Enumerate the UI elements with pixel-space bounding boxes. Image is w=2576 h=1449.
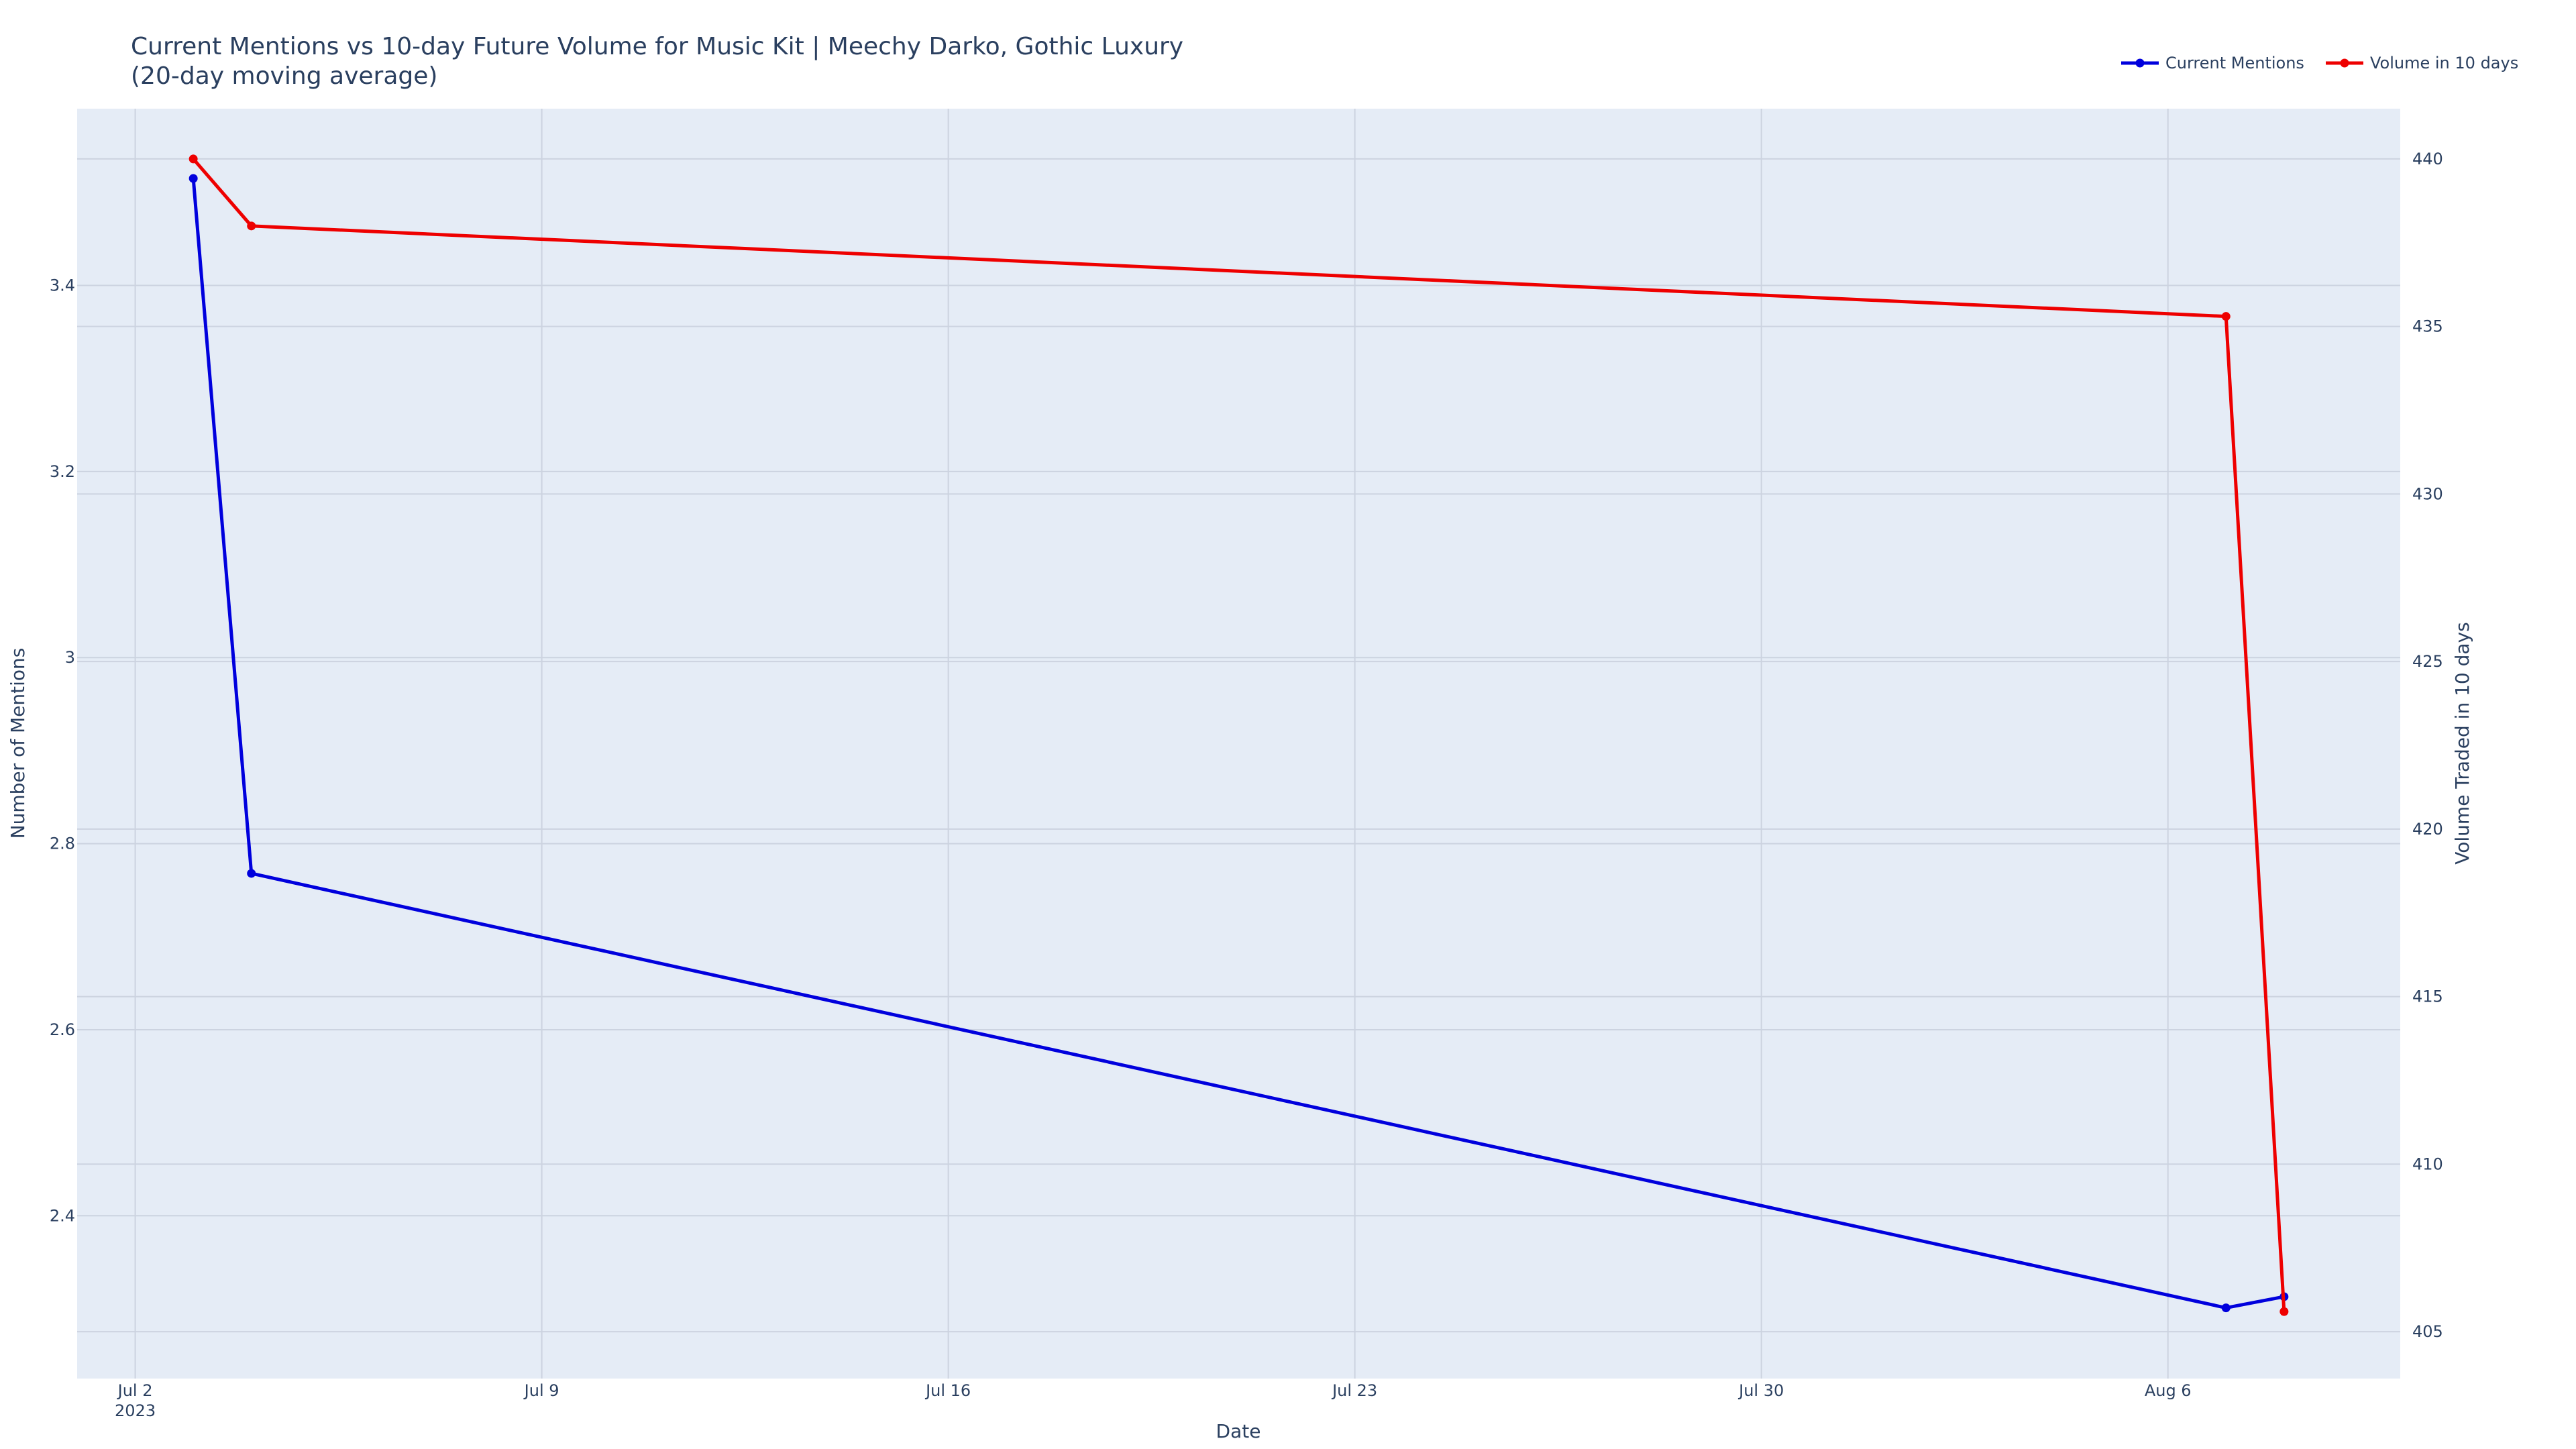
legend-label-volume-in-10-days: Volume in 10 days (2370, 54, 2518, 72)
y-right-tick-label: 430 (2412, 484, 2443, 503)
y-axis-left: 2.4 2.6 2.8 3 3.2 3.4 (50, 276, 75, 1225)
x-tick-label: Jul 23 (1331, 1381, 1377, 1400)
data-point-volume-in-10-days (2279, 1307, 2289, 1316)
y-left-tick-label: 2.8 (50, 835, 75, 853)
y-left-tick-label: 3.2 (50, 462, 75, 481)
y-left-tick-label: 3.4 (50, 276, 75, 294)
legend-marker-current-mentions (2135, 58, 2145, 68)
legend-marker-volume-in-10-days (2340, 58, 2349, 68)
plot-area (77, 109, 2400, 1379)
data-point-current-mentions (247, 869, 256, 878)
series-line-current-mentions (191, 178, 2285, 1310)
y-axis-right-title: Volume Traded in 10 days (2451, 622, 2473, 864)
chart-title-line1: Current Mentions vs 10-day Future Volume… (131, 33, 1183, 60)
series-layer (189, 154, 2289, 1316)
x-tick-year-label: 2023 (115, 1401, 156, 1420)
chart-title-line2: (20-day moving average) (131, 62, 437, 90)
y-right-tick-label: 415 (2412, 987, 2443, 1006)
grid (77, 109, 2400, 1379)
legend-label-current-mentions: Current Mentions (2165, 54, 2304, 72)
x-tick-label: Jul 30 (1737, 1381, 1784, 1400)
data-point-volume-in-10-days (189, 154, 198, 164)
data-point-current-mentions (189, 174, 198, 183)
y-left-tick-label: 3 (65, 648, 75, 667)
x-tick-label: Jul 2 (117, 1381, 153, 1400)
y-right-tick-label: 405 (2412, 1322, 2443, 1341)
y-left-tick-label: 2.6 (50, 1020, 75, 1039)
y-left-tick-label: 2.4 (50, 1206, 75, 1225)
x-tick-label: Jul 9 (523, 1381, 559, 1400)
y-right-tick-label: 420 (2412, 820, 2443, 839)
x-axis-title: Date (1216, 1420, 1261, 1442)
x-tick-label: Jul 16 (924, 1381, 971, 1400)
series-line-volume-in-10-days (192, 158, 2286, 1312)
y-right-tick-label: 410 (2412, 1155, 2443, 1173)
legend: Current Mentions Volume in 10 days (2121, 54, 2518, 72)
y-axis-right: 405 410 415 420 425 430 435 440 (2412, 150, 2443, 1341)
y-right-tick-label: 425 (2412, 652, 2443, 671)
y-right-tick-label: 440 (2412, 150, 2443, 168)
x-tick-label: Aug 6 (2145, 1381, 2192, 1400)
data-point-volume-in-10-days (2221, 312, 2231, 321)
y-axis-left-title: Number of Mentions (7, 648, 29, 839)
data-point-volume-in-10-days (247, 221, 256, 231)
y-right-tick-label: 435 (2412, 317, 2443, 336)
data-point-current-mentions (2221, 1303, 2231, 1313)
